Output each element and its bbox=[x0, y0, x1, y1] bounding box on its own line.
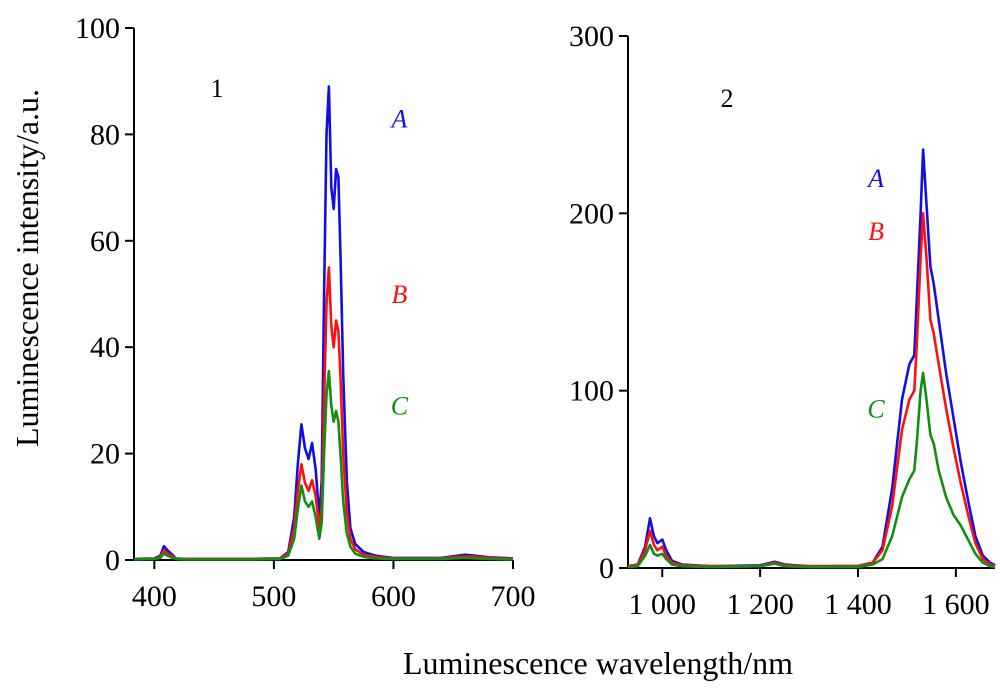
x-axis-label: Luminescence wavelength/nm bbox=[403, 645, 793, 681]
y-tick-label: 0 bbox=[105, 544, 120, 577]
panel-number-label: 1 bbox=[211, 74, 224, 103]
series-label-b: B bbox=[868, 217, 884, 246]
y-tick-label: 300 bbox=[569, 20, 614, 53]
x-tick-label: 1 600 bbox=[922, 588, 990, 621]
y-tick-label: 200 bbox=[569, 197, 614, 230]
x-tick-label: 400 bbox=[132, 580, 177, 613]
panel-number-label: 2 bbox=[721, 84, 734, 113]
x-tick-label: 1 000 bbox=[629, 588, 697, 621]
y-tick-label: 20 bbox=[90, 438, 120, 471]
series-line-c bbox=[133, 369, 514, 561]
series-line-b bbox=[627, 212, 996, 568]
y-tick-label: 100 bbox=[569, 375, 614, 408]
series-label-a: A bbox=[389, 104, 407, 133]
series-label-b: B bbox=[391, 280, 407, 309]
y-tick-label: 40 bbox=[90, 331, 120, 364]
x-tick-label: 700 bbox=[491, 580, 536, 613]
x-tick-label: 600 bbox=[371, 580, 416, 613]
panel-1: 0 20 40 60 80 100 400 500 600 700 A B C 1 bbox=[75, 12, 536, 613]
y-tick-label: 0 bbox=[599, 552, 614, 585]
series-label-c: C bbox=[391, 392, 409, 421]
panel-2: 0 100 200 300 1 000 1 200 1 400 1 600 AB C 2 bbox=[569, 20, 996, 621]
x-tick-label: 1 200 bbox=[726, 588, 794, 621]
x-tick-label: 500 bbox=[251, 580, 296, 613]
y-tick-label: 80 bbox=[90, 118, 120, 151]
series-line-a bbox=[627, 148, 996, 568]
series-label-c: C bbox=[867, 394, 885, 423]
x-tick-label: 1 400 bbox=[824, 588, 892, 621]
y-tick-label: 60 bbox=[90, 225, 120, 258]
y-tick-label: 100 bbox=[75, 12, 120, 45]
y-axis-label: Luminescence intensity/a.u. bbox=[9, 89, 45, 447]
series-label-a: A bbox=[866, 164, 884, 193]
series-line-c bbox=[627, 371, 996, 569]
